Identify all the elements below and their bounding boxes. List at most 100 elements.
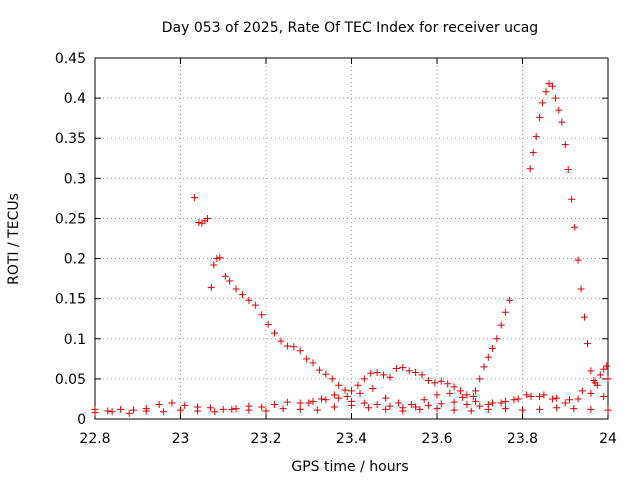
y-tick-label: 0.1	[64, 332, 86, 348]
x-axis-label: GPS time / hours	[291, 459, 408, 475]
data-point	[553, 404, 561, 412]
data-point	[315, 366, 323, 374]
series-arc-peak	[526, 80, 611, 389]
data-point	[604, 406, 612, 414]
data-point	[463, 391, 471, 399]
data-point	[258, 403, 266, 411]
data-point	[600, 393, 608, 401]
data-point	[219, 405, 227, 413]
data-point	[444, 380, 452, 388]
data-point	[322, 396, 330, 404]
data-point	[578, 387, 586, 395]
data-point	[258, 311, 266, 319]
data-point	[587, 389, 595, 397]
data-point	[382, 394, 390, 402]
data-point	[380, 371, 388, 379]
series-baseline-a	[91, 375, 612, 415]
data-point	[501, 397, 509, 405]
data-point	[195, 218, 203, 226]
data-point	[564, 166, 572, 174]
data-point	[450, 383, 458, 391]
data-point	[245, 406, 253, 414]
data-point	[155, 401, 163, 409]
data-point	[216, 254, 224, 262]
data-point	[596, 371, 604, 379]
x-tick-label: 22.8	[79, 431, 110, 447]
data-point	[476, 375, 484, 383]
data-point	[493, 335, 501, 343]
data-point	[561, 141, 569, 149]
data-point	[330, 391, 338, 399]
data-point	[433, 391, 441, 399]
x-tick-label: 23.4	[336, 431, 367, 447]
y-tick-label: 0.35	[55, 131, 86, 147]
x-tick-label: 23.6	[421, 431, 452, 447]
data-point	[536, 393, 544, 401]
data-point	[536, 405, 544, 413]
x-tick-labels: 22.8 23 23.2 23.4 23.6 23.8 24	[79, 431, 617, 447]
data-point	[318, 395, 326, 403]
data-point	[577, 285, 585, 293]
data-point	[446, 389, 454, 397]
data-point	[360, 399, 368, 407]
data-point	[277, 337, 285, 345]
series-mid-bumps	[305, 385, 608, 409]
data-point	[395, 399, 403, 407]
data-point	[203, 214, 211, 222]
data-point	[497, 399, 505, 407]
data-point	[262, 407, 270, 415]
data-point	[526, 165, 534, 173]
data-point	[303, 355, 311, 363]
data-point	[373, 401, 381, 409]
data-point	[296, 347, 304, 355]
y-tick-labels: 0 0.05 0.1 0.15 0.2 0.25 0.3 0.35 0.4 0.45	[55, 51, 86, 428]
data-point	[309, 397, 317, 405]
data-point	[210, 261, 218, 269]
data-point	[360, 375, 368, 383]
data-point	[305, 399, 313, 407]
data-point	[510, 396, 518, 404]
data-point	[322, 370, 330, 378]
data-point	[431, 379, 439, 387]
data-point	[271, 329, 279, 337]
data-point	[386, 402, 394, 410]
data-point	[211, 408, 219, 416]
data-point	[206, 404, 214, 412]
data-point	[117, 405, 125, 413]
y-tick-label: 0.2	[64, 252, 86, 268]
data-point	[348, 401, 355, 409]
data-point	[271, 401, 279, 409]
x-tick-label: 23.8	[507, 431, 538, 447]
data-point	[536, 113, 544, 121]
data-point	[519, 406, 526, 414]
chart-title: Day 053 of 2025, Rate Of TEC Index for r…	[162, 20, 538, 36]
data-point	[399, 407, 407, 415]
x-tick-label: 24	[599, 431, 617, 447]
data-point	[471, 387, 479, 395]
data-point	[433, 405, 441, 413]
data-point	[489, 344, 497, 352]
data-point	[540, 391, 548, 399]
data-point	[551, 94, 559, 102]
data-point	[367, 369, 375, 377]
data-point	[238, 291, 246, 299]
data-point	[437, 377, 445, 385]
data-point	[279, 405, 287, 413]
data-point	[129, 406, 137, 414]
data-point	[264, 320, 272, 328]
data-point	[583, 340, 591, 348]
x-tick-label: 23	[172, 431, 190, 447]
y-tick-label: 0.4	[64, 91, 86, 107]
data-point	[587, 405, 595, 413]
data-point	[343, 393, 351, 401]
data-point	[125, 409, 133, 417]
data-point	[213, 255, 221, 263]
data-point	[330, 403, 338, 411]
data-point	[484, 353, 492, 361]
data-point	[191, 194, 199, 202]
data-point	[527, 393, 535, 401]
data-point	[407, 401, 415, 409]
data-point	[194, 407, 202, 415]
data-point	[591, 379, 599, 387]
